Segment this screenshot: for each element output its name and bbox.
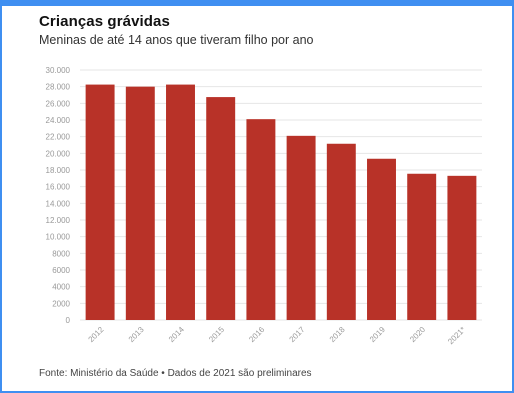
x-tick-label: 2018	[328, 325, 347, 344]
chart-subtitle: Meninas de até 14 anos que tiveram filho…	[39, 33, 314, 47]
source-note: Fonte: Ministério da Saúde • Dados de 20…	[39, 368, 312, 379]
bar-2013	[125, 86, 155, 321]
x-tick-label: 2019	[368, 325, 387, 344]
x-tick-label: 2020	[408, 325, 427, 344]
y-tick-label: 30.000	[46, 66, 71, 75]
bar-2015	[206, 97, 236, 320]
x-tick-label: 2016	[247, 325, 266, 344]
x-tick-label: 2013	[127, 325, 146, 344]
y-tick-label: 14.000	[46, 199, 71, 208]
x-tick-label: 2017	[288, 325, 307, 344]
y-tick-label: 12.000	[46, 216, 71, 225]
y-tick-label: 16.000	[46, 183, 71, 192]
x-axis-ticks: 2012 2013 2014 2015 2016 2017 2018 2019 2020 2021…	[87, 325, 468, 347]
bar-2014	[166, 84, 195, 320]
y-tick-label: 10.000	[46, 233, 71, 242]
x-tick-label: 2014	[167, 325, 186, 344]
y-tick-label: 4000	[52, 283, 70, 292]
y-tick-label: 8000	[52, 249, 70, 258]
y-axis-ticks: 0 2000 4000 6000 8000 10.000 12.000 14.000 16.00…	[46, 66, 71, 325]
chart-title: Crianças grávidas	[39, 13, 170, 30]
bar-2021*	[447, 175, 477, 320]
bar-2016	[246, 119, 276, 321]
y-tick-label: 6000	[52, 266, 70, 275]
x-tick-label: 2015	[207, 325, 226, 344]
bar-2020	[407, 173, 437, 320]
top-accent-bar	[2, 0, 512, 6]
x-tick-label: 2012	[87, 325, 106, 344]
y-tick-label: 2000	[52, 299, 70, 308]
x-tick-label: 2021*	[446, 325, 467, 346]
bar-2012	[85, 84, 115, 320]
y-tick-label: 24.000	[46, 116, 71, 125]
bars	[85, 84, 477, 321]
bar-2019	[367, 158, 396, 320]
y-tick-label: 18.000	[46, 166, 71, 175]
bar-2018	[326, 143, 356, 320]
y-tick-label: 0	[66, 316, 71, 325]
y-tick-label: 22.000	[46, 133, 71, 142]
bar-2017	[286, 135, 316, 320]
y-tick-label: 20.000	[46, 149, 71, 158]
y-tick-label: 28.000	[46, 83, 71, 92]
y-tick-label: 26.000	[46, 99, 71, 108]
